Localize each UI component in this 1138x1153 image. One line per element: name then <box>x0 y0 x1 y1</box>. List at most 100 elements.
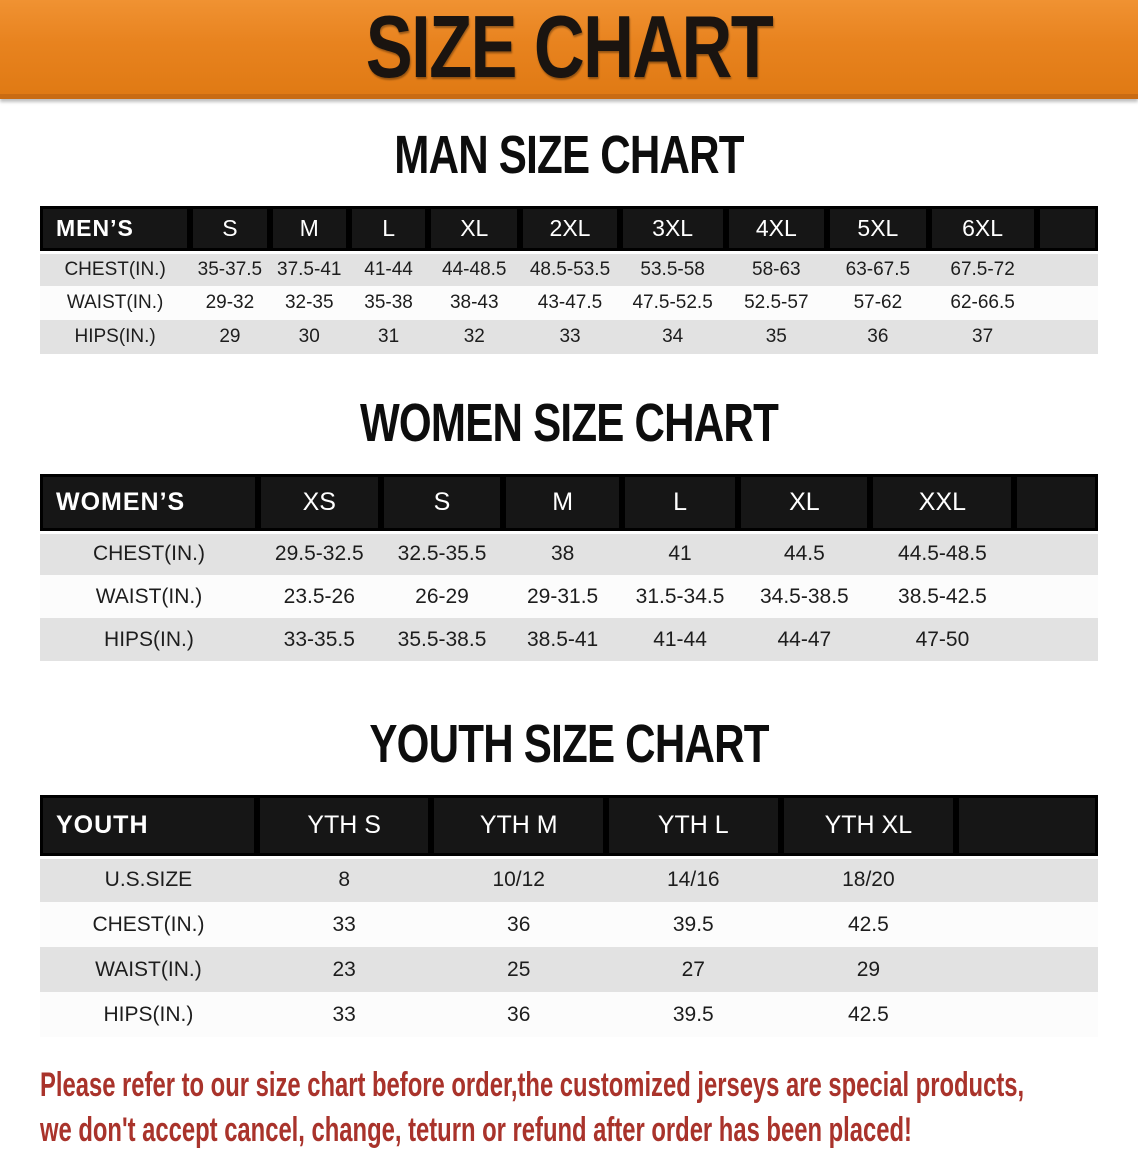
men-table-header-row: MEN’S S M L XL 2XL 3XL 4XL 5XL 6XL <box>40 206 1098 254</box>
women-column-header-xs: XS <box>257 474 381 534</box>
table-cell: 23 <box>256 947 432 992</box>
table-cell: 35-37.5 <box>190 252 270 286</box>
table-cell: 44.5-48.5 <box>870 532 1015 575</box>
youth-hips-row: HIPS(IN.) 33 36 39.5 42.5 <box>40 992 1098 1037</box>
men-column-header-m: M <box>269 206 349 254</box>
table-cell-spacer <box>956 947 1098 992</box>
disclaimer-line-2: we don't accept cancel, change, teturn o… <box>40 1111 912 1149</box>
table-cell-spacer <box>1014 532 1098 575</box>
table-cell: 29.5-32.5 <box>257 532 381 575</box>
women-section-title: WOMEN SIZE CHART <box>0 396 1138 450</box>
table-cell-spacer <box>1036 286 1098 320</box>
youth-section-title-text: YOUTH SIZE CHART <box>369 714 769 774</box>
youth-table-label: YOUTH <box>40 795 257 859</box>
table-cell: 47-50 <box>870 618 1015 661</box>
men-waist-row: WAIST(IN.) 29-32 32-35 35-38 38-43 43-47… <box>40 286 1098 320</box>
men-column-header-3xl: 3XL <box>619 206 726 254</box>
table-cell: 30 <box>269 320 349 354</box>
women-table-label: WOMEN’S <box>40 474 258 534</box>
table-cell: 32 <box>428 320 521 354</box>
table-cell: 29-32 <box>190 286 270 320</box>
table-cell: 14/16 <box>606 857 781 902</box>
table-cell: 29 <box>780 947 957 992</box>
men-section-title-text: MAN SIZE CHART <box>394 125 744 185</box>
table-cell: 8 <box>256 857 432 902</box>
table-cell: 10/12 <box>431 857 606 902</box>
table-cell: 41-44 <box>621 618 739 661</box>
table-cell: 39.5 <box>606 992 781 1037</box>
women-section-title-text: WOMEN SIZE CHART <box>359 393 779 453</box>
women-waist-row: WAIST(IN.) 23.5-26 26-29 29-31.5 31.5-34… <box>40 575 1098 618</box>
table-cell: 58-63 <box>725 252 828 286</box>
table-cell: 57-62 <box>827 286 929 320</box>
table-cell: 62-66.5 <box>928 286 1037 320</box>
men-column-header-s: S <box>190 206 270 254</box>
table-cell: 42.5 <box>780 992 957 1037</box>
women-column-header-xl: XL <box>738 474 871 534</box>
table-cell: 18/20 <box>780 857 957 902</box>
table-cell: 47.5-52.5 <box>619 286 726 320</box>
table-cell: 48.5-53.5 <box>520 252 620 286</box>
table-cell: 38-43 <box>428 286 521 320</box>
table-cell-spacer <box>1014 618 1098 661</box>
table-cell: 32-35 <box>269 286 349 320</box>
table-cell: 43-47.5 <box>520 286 620 320</box>
women-column-header-spacer <box>1014 474 1098 534</box>
row-label: CHEST(IN.) <box>40 252 191 286</box>
row-label: HIPS(IN.) <box>40 992 257 1037</box>
table-cell-spacer <box>1036 252 1098 286</box>
table-cell: 63-67.5 <box>827 252 929 286</box>
youth-size-table: YOUTH YTH S YTH M YTH L YTH XL U.S.SIZE … <box>40 795 1098 1037</box>
men-column-header-6xl: 6XL <box>928 206 1037 254</box>
youth-waist-row: WAIST(IN.) 23 25 27 29 <box>40 947 1098 992</box>
youth-table-header-row: YOUTH YTH S YTH M YTH L YTH XL <box>40 795 1098 859</box>
table-cell: 34.5-38.5 <box>738 575 871 618</box>
women-chest-row: CHEST(IN.) 29.5-32.5 32.5-35.5 38 41 44.… <box>40 532 1098 575</box>
table-cell: 53.5-58 <box>619 252 726 286</box>
youth-column-header-s: YTH S <box>256 795 432 859</box>
youth-chest-row: CHEST(IN.) 33 36 39.5 42.5 <box>40 902 1098 947</box>
table-cell-spacer <box>956 992 1098 1037</box>
men-column-header-5xl: 5XL <box>827 206 929 254</box>
row-label: HIPS(IN.) <box>40 320 191 354</box>
table-cell: 26-29 <box>380 575 504 618</box>
table-cell: 52.5-57 <box>725 286 828 320</box>
table-cell: 35 <box>725 320 828 354</box>
men-column-header-spacer <box>1036 206 1098 254</box>
women-column-header-l: L <box>621 474 739 534</box>
men-section-title: MAN SIZE CHART <box>0 128 1138 182</box>
table-cell: 35.5-38.5 <box>380 618 504 661</box>
row-label: HIPS(IN.) <box>40 618 258 661</box>
youth-section-title: YOUTH SIZE CHART <box>0 717 1138 771</box>
row-label: WAIST(IN.) <box>40 575 258 618</box>
table-cell: 36 <box>431 902 606 947</box>
table-cell: 31 <box>348 320 429 354</box>
table-cell: 25 <box>431 947 606 992</box>
table-cell: 35-38 <box>348 286 429 320</box>
men-column-header-l: L <box>348 206 429 254</box>
youth-column-header-l: YTH L <box>606 795 781 859</box>
row-label: WAIST(IN.) <box>40 286 191 320</box>
youth-column-header-xl: YTH XL <box>780 795 957 859</box>
table-cell-spacer <box>1014 575 1098 618</box>
disclaimer: Please refer to our size chart before or… <box>40 1063 1138 1153</box>
women-hips-row: HIPS(IN.) 33-35.5 35.5-38.5 38.5-41 41-4… <box>40 618 1098 661</box>
women-column-header-s: S <box>380 474 504 534</box>
table-cell: 29 <box>190 320 270 354</box>
men-chest-row: CHEST(IN.) 35-37.5 37.5-41 41-44 44-48.5… <box>40 252 1098 286</box>
youth-column-header-spacer <box>956 795 1098 859</box>
women-table-header-row: WOMEN’S XS S M L XL XXL <box>40 474 1098 534</box>
table-cell: 36 <box>431 992 606 1037</box>
table-cell: 38 <box>503 532 622 575</box>
table-cell: 39.5 <box>606 902 781 947</box>
row-label: U.S.SIZE <box>40 857 257 902</box>
table-cell: 29-31.5 <box>503 575 622 618</box>
size-chart-banner: SIZE CHART <box>0 0 1138 99</box>
table-cell: 44-47 <box>738 618 871 661</box>
row-label: WAIST(IN.) <box>40 947 257 992</box>
table-cell: 32.5-35.5 <box>380 532 504 575</box>
table-cell-spacer <box>956 902 1098 947</box>
table-cell: 33 <box>256 902 432 947</box>
table-cell: 67.5-72 <box>928 252 1037 286</box>
table-cell: 33 <box>256 992 432 1037</box>
